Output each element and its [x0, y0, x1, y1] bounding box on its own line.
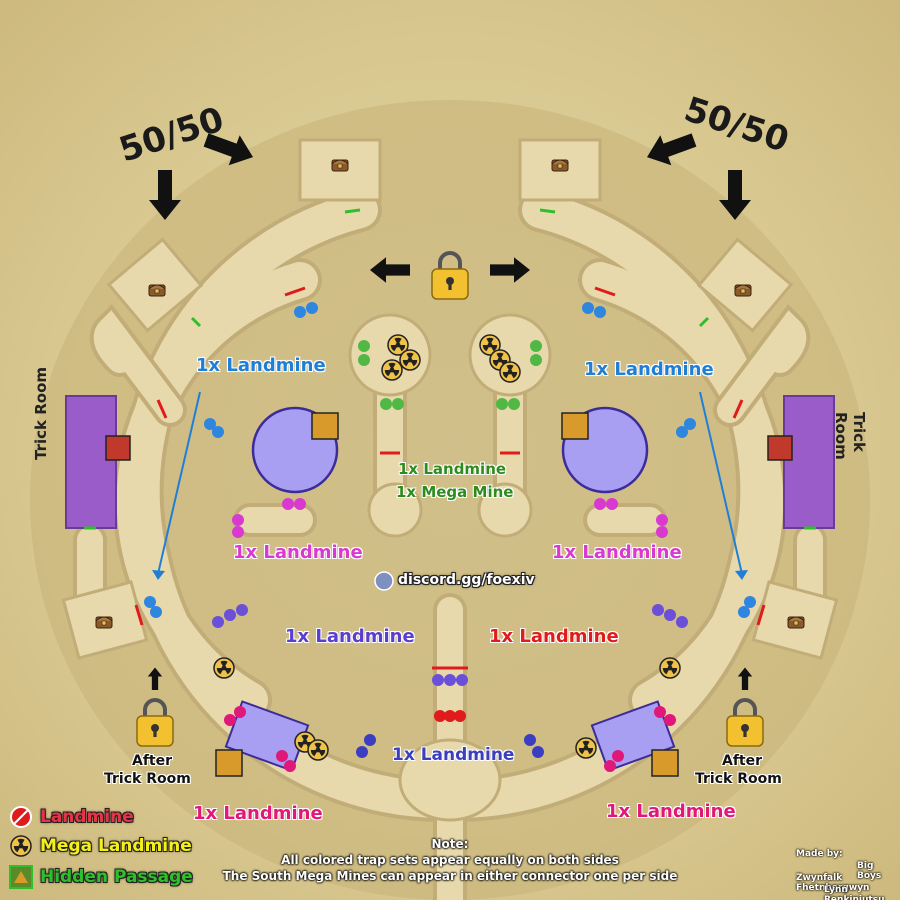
hidden-passage-icons — [105, 412, 793, 777]
discord-link[interactable]: discord.gg/foexiv — [398, 572, 535, 588]
credits-name-3: Lynn Renkinjutsu — [824, 885, 885, 900]
note-block: Note: All colored trap sets appear equal… — [200, 836, 700, 885]
note-title: Note: — [431, 837, 469, 851]
guide-arrowheads — [152, 570, 748, 580]
note-line-1: All colored trap sets appear equally on … — [281, 853, 619, 868]
after-trick-left-2: Trick Room — [104, 771, 191, 787]
trick-room-right-label: Trick Room — [832, 412, 868, 460]
label-red: 1x Landmine — [489, 626, 619, 647]
legend-landmine-label: Landmine — [40, 806, 134, 827]
label-violet: 1x Landmine — [285, 626, 415, 647]
credits-name-1: Big Boys — [857, 861, 882, 881]
credits-made-by: Made by: — [796, 849, 843, 859]
label-magenta-left: 1x Landmine — [193, 803, 323, 824]
label-green-landmine: 1x Landmine — [398, 460, 507, 478]
hidden-passage-icon — [8, 864, 34, 890]
landmine-icon — [8, 804, 34, 830]
label-magenta-right: 1x Landmine — [606, 801, 736, 822]
room-center-right — [477, 482, 533, 538]
after-trick-right-1: After — [722, 753, 763, 769]
credits-name-2: Zwynfalk Fhetnborgwyn — [796, 873, 870, 893]
after-trick-right-2: Trick Room — [695, 771, 782, 787]
room-center-left — [367, 482, 423, 538]
room-south — [398, 738, 502, 822]
legend-hidden-passage: Hidden Passage — [8, 864, 193, 890]
discord-icon — [374, 571, 394, 591]
label-pink-right: 1x Landmine — [552, 542, 682, 563]
corridors — [73, 188, 827, 900]
label-blue-right: 1x Landmine — [584, 359, 714, 380]
label-green-mega-mine: 1x Mega Mine — [396, 483, 514, 501]
room-north-left — [348, 313, 432, 397]
legend-hidden-passage-label: Hidden Passage — [40, 866, 193, 887]
doors — [134, 286, 766, 670]
note-line-2: The South Mega Mines can appear in eithe… — [222, 869, 678, 884]
after-trick-left-1: After — [132, 753, 173, 769]
mega-landmine-icon — [8, 833, 34, 859]
legend-mega-landmine-label: Mega Landmine — [40, 835, 192, 856]
legend-landmine: Landmine — [8, 804, 134, 830]
trick-room-left-label: Trick Room — [32, 366, 50, 460]
green-doors — [84, 208, 816, 530]
label-blue-left: 1x Landmine — [196, 355, 326, 376]
guide-arrows — [157, 391, 743, 575]
label-navy: 1x Landmine — [392, 745, 515, 765]
label-pink-left: 1x Landmine — [233, 542, 363, 563]
legend-mega-landmine: Mega Landmine — [8, 833, 192, 859]
